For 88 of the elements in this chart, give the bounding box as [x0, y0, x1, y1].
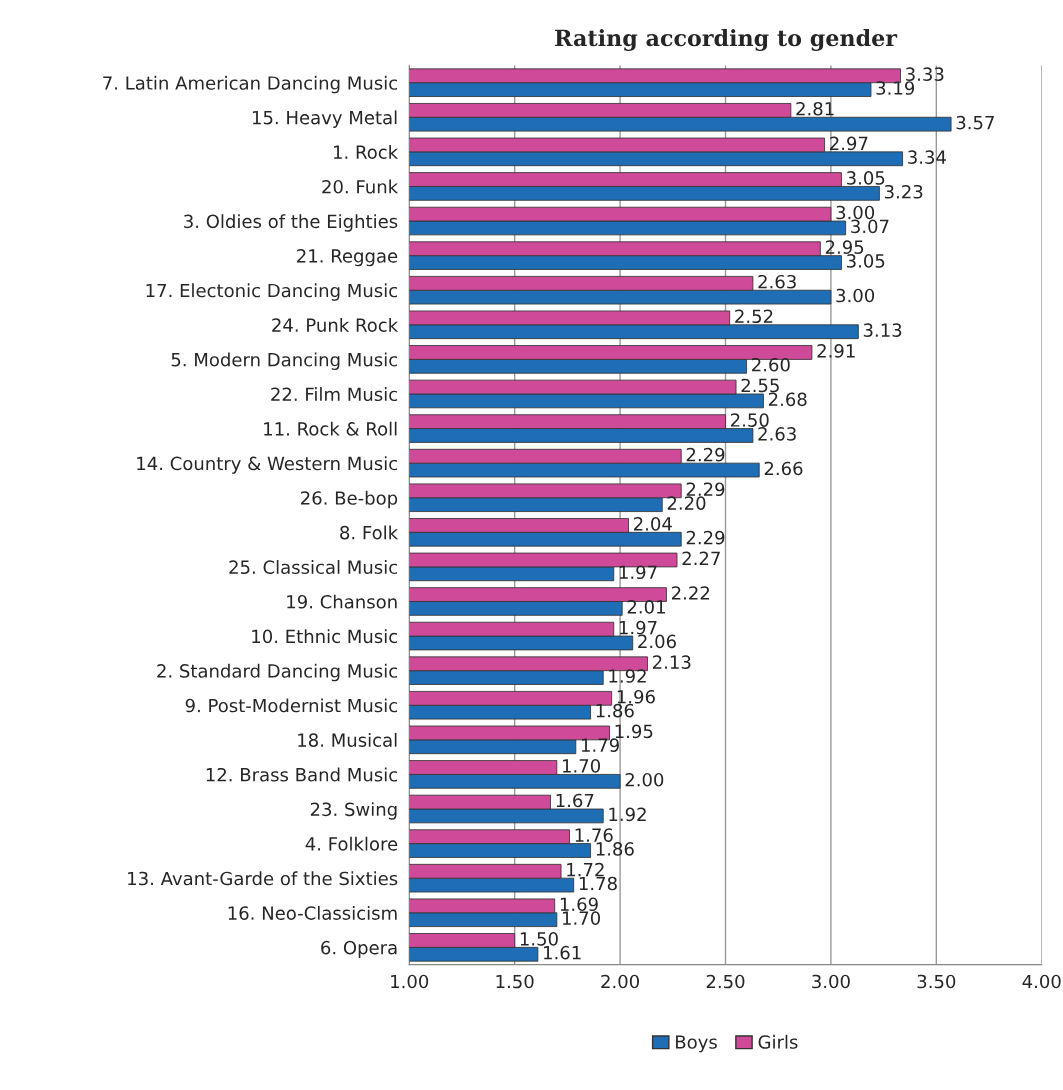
legend-label: Girls — [758, 1034, 798, 1049]
data-label: 1.86 — [596, 842, 634, 856]
y-tick-label: 17. Electonic Dancing Music — [146, 283, 398, 301]
y-tick-label: 14. Country & Western Music — [137, 456, 398, 474]
data-label: 3.05 — [847, 254, 885, 268]
data-label: 3.33 — [906, 67, 944, 82]
legend-label: Boys — [676, 1035, 717, 1053]
data-label: 1.92 — [609, 669, 646, 683]
y-tick-label: 10. Ethnic Music — [252, 629, 398, 644]
y-tick-label: 15. Heavy Metal — [252, 110, 397, 128]
y-tick-label: 3. Oldies of the Eighties — [184, 214, 398, 232]
data-label: 1.78 — [579, 876, 617, 891]
data-label: 1.97 — [619, 565, 657, 580]
data-label: 1.92 — [609, 807, 646, 822]
y-tick-label: 12. Brass Band Music — [206, 767, 398, 782]
y-tick-label: 21. Reggae — [297, 249, 398, 267]
y-tick-label: 2. Standard Dancing Music — [157, 663, 398, 682]
data-label: 2.91 — [817, 344, 855, 358]
chart-title: Rating according to gender — [555, 29, 898, 51]
data-label: 3.00 — [836, 205, 875, 220]
data-label: 1.69 — [560, 897, 598, 912]
data-label: 1.67 — [556, 793, 594, 808]
data-label: 1.72 — [567, 862, 604, 877]
data-label: 3.07 — [851, 219, 889, 234]
y-tick-label: 24. Punk Rock — [272, 317, 399, 332]
data-label: 3.23 — [884, 184, 923, 199]
data-label: 2.13 — [652, 655, 691, 669]
data-label: 2.29 — [686, 447, 725, 462]
y-tick-label: 1. Rock — [334, 145, 399, 159]
y-tick-label: 8. Folk — [340, 525, 399, 540]
y-tick-label: 4. Folklore — [305, 836, 398, 851]
y-tick-label: 16. Neo-Classicism — [228, 905, 397, 920]
data-label: 3.05 — [847, 171, 885, 185]
data-label: 2.27 — [682, 551, 720, 565]
y-tick-label: 6. Opera — [321, 940, 397, 958]
data-label: 3.34 — [908, 150, 946, 165]
data-label: 1.79 — [581, 738, 619, 752]
y-tick-label: 25. Classical Music — [229, 560, 398, 575]
data-label: 2.50 — [730, 413, 769, 427]
data-label: 1.96 — [617, 689, 655, 704]
data-label: 1.50 — [520, 932, 558, 946]
data-label: 2.20 — [667, 496, 706, 510]
x-tick-label: 3.50 — [917, 974, 956, 989]
y-tick-label: 9. Post-Modernist Music — [185, 698, 398, 713]
data-label: 3.00 — [836, 288, 875, 303]
data-label: 1.97 — [619, 620, 657, 635]
y-tick-label: 18. Musical — [298, 732, 397, 747]
data-label: 2.06 — [638, 634, 676, 649]
data-label: 3.57 — [956, 115, 994, 130]
x-tick-label: 1.50 — [496, 974, 534, 989]
data-label: 2.55 — [741, 378, 779, 393]
y-tick-label: 23. Swing — [310, 802, 397, 820]
data-label: 1.70 — [562, 911, 600, 925]
x-tick-label: 2.50 — [706, 974, 745, 989]
y-tick-label: 19. Chanson — [287, 594, 397, 609]
data-label: 2.00 — [625, 772, 664, 787]
x-tick-label: 1.00 — [391, 974, 429, 989]
data-label: 3.13 — [863, 323, 902, 337]
y-tick-label: 26. Be-bop — [301, 490, 398, 509]
data-label: 2.63 — [758, 427, 796, 441]
data-label: 2.95 — [825, 240, 864, 254]
y-tick-label: 11. Rock & Roll — [264, 421, 397, 436]
y-tick-label: 5. Modern Dancing Music — [171, 352, 398, 370]
data-label: 2.01 — [627, 599, 665, 614]
x-tick-label: 2.00 — [601, 974, 639, 989]
x-tick-label: 4.00 — [1022, 974, 1061, 989]
data-label: 2.29 — [686, 530, 725, 545]
data-label: 2.68 — [768, 392, 807, 407]
y-tick-label: 7. Latin American Dancing Music — [103, 75, 398, 94]
data-label: 2.52 — [735, 309, 773, 324]
data-label: 2.66 — [764, 461, 803, 476]
data-label: 2.29 — [686, 482, 725, 497]
data-label: 1.95 — [615, 724, 653, 739]
data-label: 2.60 — [752, 357, 790, 372]
data-label: 2.04 — [634, 516, 672, 531]
data-label: 2.97 — [830, 136, 868, 151]
data-label: 1.70 — [562, 759, 600, 773]
data-label: 1.61 — [544, 945, 581, 960]
y-tick-label: 20. Funk — [322, 179, 399, 194]
data-label: 2.81 — [796, 101, 834, 116]
data-label: 1.86 — [596, 703, 634, 718]
y-tick-label: 13. Avant-Garde of the Sixties — [128, 871, 398, 886]
data-label: 2.22 — [671, 586, 710, 600]
data-label: 1.76 — [575, 828, 613, 842]
data-label: 3.19 — [876, 81, 915, 95]
y-tick-label: 22. Film Music — [271, 387, 398, 402]
x-tick-label: 3.00 — [812, 974, 850, 989]
data-label: 2.63 — [758, 274, 796, 289]
